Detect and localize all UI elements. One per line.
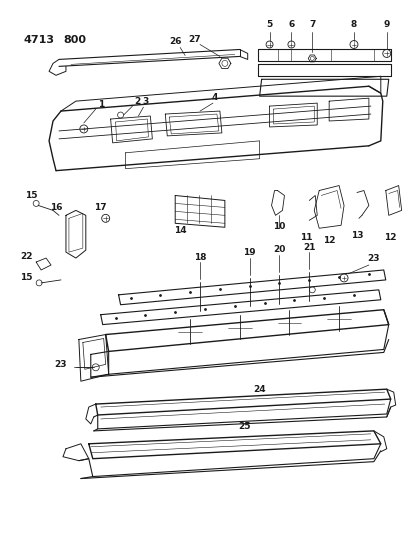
Text: 17: 17: [94, 203, 107, 212]
Text: 1: 1: [97, 100, 103, 109]
Text: 7: 7: [308, 20, 315, 29]
Text: 22: 22: [20, 252, 32, 261]
Text: 12: 12: [384, 233, 396, 241]
Text: 5: 5: [266, 20, 272, 29]
Text: 13: 13: [350, 231, 362, 240]
Text: 27: 27: [187, 35, 200, 44]
Text: 8: 8: [350, 20, 356, 29]
Text: 25: 25: [238, 423, 250, 431]
Text: 20: 20: [273, 245, 285, 254]
Text: 24: 24: [253, 385, 265, 394]
Text: 10: 10: [273, 222, 285, 231]
Text: 14: 14: [173, 226, 186, 235]
Text: 2: 2: [134, 96, 140, 106]
Text: 800: 800: [63, 35, 86, 45]
Text: 9: 9: [383, 20, 389, 29]
Text: 26: 26: [169, 37, 181, 46]
Text: 19: 19: [243, 248, 255, 257]
Text: 15: 15: [25, 191, 37, 200]
Text: 11: 11: [299, 233, 312, 241]
Text: 23: 23: [367, 254, 379, 263]
Text: 4: 4: [211, 93, 218, 102]
Text: 21: 21: [302, 243, 315, 252]
Text: 3: 3: [142, 96, 148, 106]
Text: 4713: 4713: [23, 35, 54, 45]
Text: 23: 23: [54, 360, 67, 369]
Text: 6: 6: [288, 20, 294, 29]
Text: 12: 12: [322, 236, 335, 245]
Text: 18: 18: [193, 253, 206, 262]
Text: 15: 15: [20, 273, 32, 282]
Text: 16: 16: [49, 203, 62, 212]
